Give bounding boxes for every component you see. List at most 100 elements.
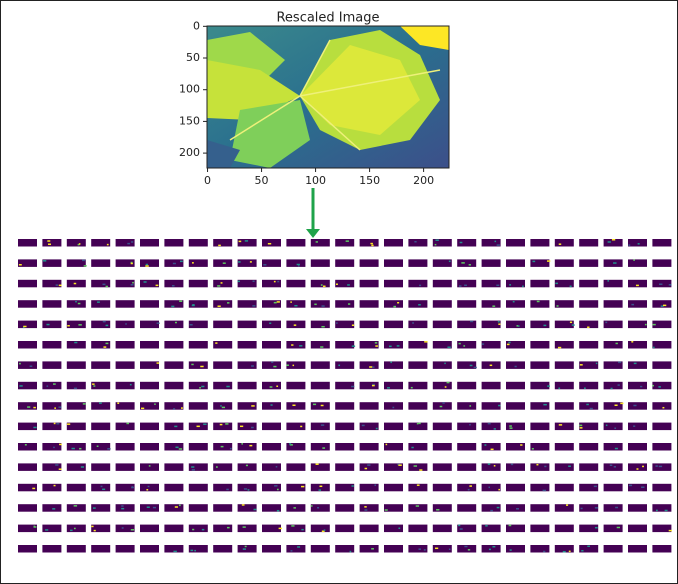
x-tick-label: 0 (204, 174, 211, 187)
tile-speck (579, 425, 582, 427)
feature-tile (140, 321, 159, 329)
feature-tile (360, 443, 379, 451)
feature-tile (18, 443, 37, 451)
tile-speck (97, 445, 99, 447)
feature-tile (457, 443, 476, 451)
tile-speck (596, 363, 598, 365)
feature-tile (530, 525, 549, 533)
tile-speck (468, 489, 470, 491)
tile-speck (569, 551, 571, 553)
tile-speck (103, 346, 106, 348)
feature-tile (116, 545, 135, 553)
feature-tile (238, 321, 257, 329)
tile-speck (75, 301, 77, 303)
tile-speck (254, 509, 257, 511)
feature-tile (433, 361, 452, 369)
feature-tile (262, 341, 281, 349)
feature-tile (335, 525, 354, 533)
tile-speck (81, 466, 84, 468)
feature-tile (213, 239, 232, 247)
tile-speck (581, 508, 583, 510)
feature-tile (530, 300, 549, 308)
feature-tile (506, 300, 525, 308)
tile-speck (555, 283, 558, 285)
feature-tile (408, 402, 427, 410)
tile-speck (417, 484, 420, 486)
tile-speck (319, 486, 322, 488)
tile-speck (653, 324, 656, 326)
feature-tile (238, 525, 257, 533)
tile-speck (543, 551, 545, 553)
feature-tile (506, 463, 525, 471)
feature-tile (18, 259, 37, 267)
tile-speck (371, 245, 373, 247)
feature-tile (262, 545, 281, 553)
tile-speck (103, 284, 106, 286)
tile-speck (199, 387, 201, 389)
x-tick-label: 50 (255, 174, 269, 187)
tile-speck (424, 549, 426, 551)
tile-speck (447, 346, 450, 348)
tile-speck (181, 407, 183, 409)
feature-tile (555, 402, 574, 410)
feature-tile (311, 545, 330, 553)
feature-tile (506, 382, 525, 390)
tile-speck (461, 262, 464, 264)
feature-tile (140, 484, 159, 492)
feature-tile (555, 463, 574, 471)
tile-speck (367, 464, 370, 466)
feature-tile (311, 239, 330, 247)
feature-tile (116, 463, 135, 471)
feature-tile (628, 239, 647, 247)
tile-speck (488, 423, 491, 425)
tile-speck (240, 426, 243, 428)
tile-speck (192, 305, 195, 307)
feature-tile (384, 545, 403, 553)
feature-tile (506, 504, 525, 512)
tile-speck (74, 388, 77, 390)
tile-speck (221, 282, 223, 284)
feature-tile (67, 361, 86, 369)
tile-speck (218, 245, 221, 247)
tile-speck (173, 263, 176, 265)
feature-tile (506, 443, 525, 451)
tile-speck (174, 426, 177, 428)
feature-tile (311, 382, 330, 390)
feature-tile (189, 525, 208, 533)
tile-speck (78, 324, 81, 326)
tile-speck (440, 406, 443, 408)
feature-tile (335, 321, 354, 329)
feature-tile (555, 239, 574, 247)
tile-speck (127, 243, 130, 245)
tile-speck (617, 527, 620, 529)
tile-speck (350, 551, 352, 553)
tile-speck (615, 507, 618, 509)
feature-tile (18, 300, 37, 308)
tile-speck (641, 487, 644, 489)
feature-tile (91, 423, 110, 431)
tile-speck (364, 509, 367, 511)
tile-speck (572, 324, 575, 326)
tile-speck (390, 362, 392, 364)
feature-tile (116, 382, 135, 390)
tile-speck (490, 510, 493, 512)
tile-speck (612, 239, 615, 241)
tile-speck (516, 325, 518, 327)
tile-speck (594, 486, 597, 488)
feature-tile (628, 280, 647, 288)
tile-speck (268, 243, 271, 245)
feature-tile (628, 341, 647, 349)
tile-speck (70, 530, 73, 532)
feature-tile (482, 423, 501, 431)
feature-tile (213, 300, 232, 308)
feature-tile (628, 525, 647, 533)
feature-tile (116, 504, 135, 512)
tile-speck (270, 404, 272, 406)
tile-speck (243, 548, 246, 550)
tile-speck (511, 464, 513, 466)
tile-speck (101, 486, 103, 488)
feature-tile (506, 259, 525, 267)
tile-speck (221, 446, 224, 448)
tile-speck (131, 284, 134, 286)
tile-speck (492, 305, 495, 307)
